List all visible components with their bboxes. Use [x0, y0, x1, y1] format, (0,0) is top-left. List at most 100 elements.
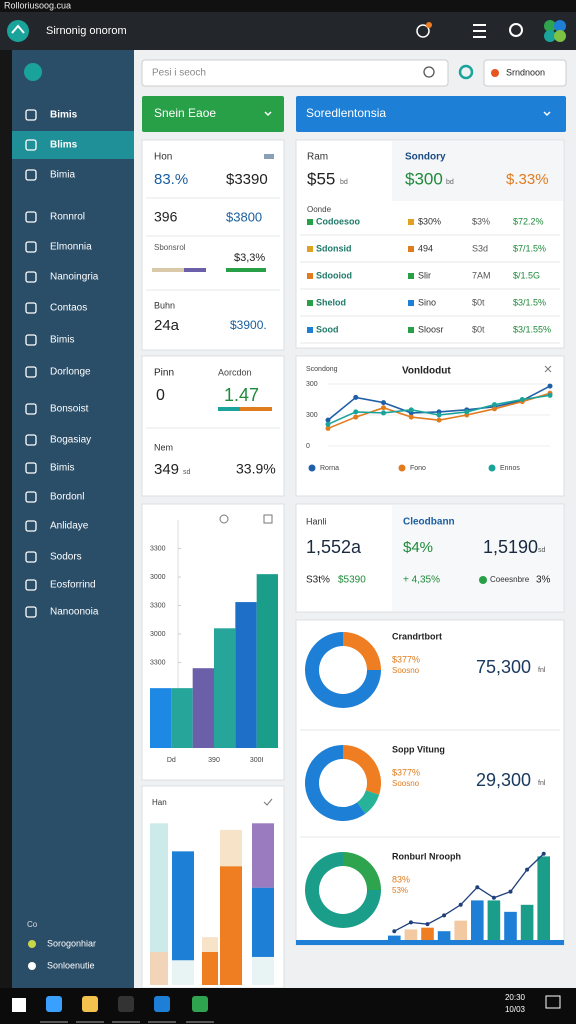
- card-strip: [296, 940, 564, 945]
- action-button[interactable]: [483, 59, 567, 87]
- sidebar-footer-item[interactable]: Sorogonhiar: [47, 938, 96, 948]
- label: sd: [538, 547, 546, 554]
- table-cell: Sino: [418, 297, 436, 307]
- donut-slice: [357, 790, 380, 814]
- stacked-bar-segment: [150, 952, 168, 985]
- row-icon: [408, 300, 414, 306]
- sidebar-item[interactable]: Bonsoist: [50, 404, 89, 415]
- mini-bar: [454, 920, 467, 940]
- sidebar-icon: [25, 551, 37, 563]
- donut-title: Ronburl Nrooph: [392, 851, 461, 861]
- taskbar-app[interactable]: [192, 996, 208, 1012]
- taskbar-app[interactable]: [82, 996, 98, 1012]
- search-icon: [509, 23, 523, 37]
- donut-slice: [305, 852, 381, 928]
- label: Sbonsrol: [154, 243, 186, 252]
- chart-subtitle: Scondong: [306, 366, 338, 373]
- stacked-bar-segment: [202, 937, 218, 952]
- mini-point: [491, 895, 496, 900]
- sidebar-icon: [25, 491, 37, 503]
- sidebar-item[interactable]: Bimia: [50, 170, 75, 181]
- tab-label[interactable]: Soredlentonsia: [306, 106, 386, 120]
- sidebar-item[interactable]: Elmonnia: [50, 242, 92, 253]
- card: [295, 355, 565, 497]
- kpi-foot: Coeesnbre: [490, 575, 530, 584]
- bar: [171, 688, 193, 748]
- sidebar-item[interactable]: Nanoonoia: [50, 607, 99, 618]
- status-bar: [0, 0, 576, 12]
- line-point: [492, 406, 497, 412]
- sidebar-icon: [25, 241, 37, 253]
- label: Sondory: [405, 152, 446, 163]
- sidebar-item[interactable]: Bimis: [50, 335, 74, 346]
- donut-slice: [305, 632, 381, 708]
- notify-icon: [416, 24, 430, 38]
- line-point: [547, 383, 553, 389]
- sidebar-item[interactable]: Anlidaye: [50, 521, 89, 532]
- header-title: Sirnonig onorom: [46, 25, 127, 37]
- sidebar-item[interactable]: Blims: [50, 140, 78, 151]
- mini-point: [425, 922, 430, 927]
- sidebar-item[interactable]: Ronnrol: [50, 212, 85, 223]
- sidebar-footer-item[interactable]: Sonloenutie: [47, 960, 95, 970]
- sidebar-footer-dot: [28, 940, 36, 948]
- sidebar-item[interactable]: Eosforrind: [50, 580, 96, 591]
- label: sd: [183, 469, 191, 476]
- tab-chevron: [543, 111, 551, 117]
- search-placeholder[interactable]: Pesi i seoch: [152, 68, 206, 79]
- sidebar-item[interactable]: Bordonl: [50, 492, 84, 503]
- sidebar-item[interactable]: Dorlonge: [50, 367, 91, 378]
- taskbar-app[interactable]: [46, 996, 62, 1012]
- value: $3,3%: [234, 252, 265, 264]
- table-cell: $0t: [472, 324, 485, 334]
- bar: [214, 628, 236, 748]
- sidebar-item[interactable]: Contaos: [50, 303, 87, 314]
- tab-green[interactable]: [142, 96, 284, 132]
- row-icon: [408, 273, 414, 279]
- logo: [7, 20, 29, 42]
- tab-label[interactable]: Snein Eaoe: [154, 106, 216, 120]
- taskbar-underline: [40, 1021, 68, 1023]
- search-box[interactable]: [141, 59, 449, 87]
- sidebar-logo: [24, 63, 42, 81]
- line-point: [353, 414, 359, 420]
- menu-icon-line: [473, 24, 486, 26]
- sidebar-item[interactable]: Sodors: [50, 552, 82, 563]
- table-cell: 494: [418, 243, 433, 253]
- legend-label: Rorna: [320, 465, 339, 472]
- donut-title: Sopp Vitung: [392, 744, 445, 754]
- label: bd: [340, 179, 348, 186]
- kpi-foot: S3t%: [306, 575, 330, 586]
- button-label[interactable]: Srndnoon: [506, 67, 545, 77]
- taskbar-app[interactable]: [118, 996, 134, 1012]
- donut-slice: [343, 632, 381, 670]
- taskbar-app[interactable]: [154, 996, 170, 1012]
- bar: [192, 668, 214, 748]
- x-tick-label: 390: [208, 757, 220, 764]
- label: Pinn: [154, 368, 174, 379]
- value: $300: [405, 169, 443, 188]
- tab-blue[interactable]: [296, 96, 566, 132]
- mini-point: [541, 851, 546, 856]
- card-header-shade: [392, 141, 563, 201]
- progress: [218, 407, 240, 411]
- close-icon: [544, 365, 552, 373]
- legend-label: Fono: [410, 465, 426, 472]
- sidebar-item[interactable]: Bimis: [50, 110, 78, 121]
- table-cell: Slir: [418, 270, 431, 280]
- table-cell: Codoesoo: [316, 216, 361, 226]
- mini-point: [475, 885, 480, 890]
- label: Hon: [154, 152, 172, 163]
- value: $3900.: [230, 318, 267, 332]
- sidebar-item[interactable]: Bimis: [50, 463, 74, 474]
- sidebar-icon: [25, 334, 37, 346]
- sidebar-footer-label: Co: [27, 920, 38, 929]
- row-icon: [307, 273, 313, 279]
- y-tick-label: 3000: [150, 631, 166, 638]
- card: [141, 355, 285, 497]
- sidebar-item[interactable]: Nanoingria: [50, 272, 99, 283]
- donut-rate-label: Soosno: [392, 666, 420, 675]
- table-cell: $3/1.5%: [513, 297, 546, 307]
- sidebar-item[interactable]: Bogasiay: [50, 435, 91, 446]
- y-tick-label: 300: [306, 412, 318, 419]
